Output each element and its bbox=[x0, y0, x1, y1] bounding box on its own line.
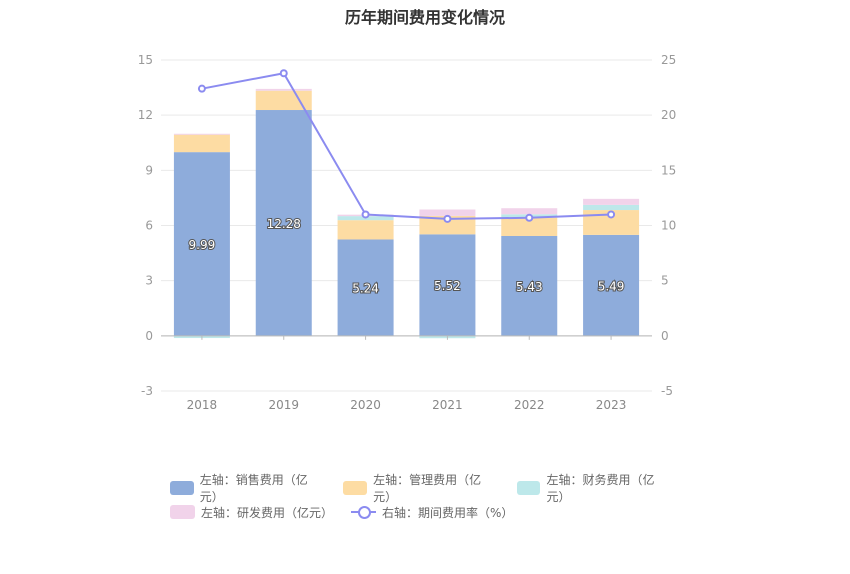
rate-point-2019 bbox=[279, 69, 288, 78]
data-label-2022: 5.43 bbox=[516, 280, 543, 294]
bar-2018-series-1 bbox=[173, 134, 230, 153]
x-tick-label-2021: 2021 bbox=[432, 398, 463, 412]
bar-2021-series-0 bbox=[419, 234, 476, 336]
data-label-2023: 5.49 bbox=[598, 279, 625, 293]
data-label-2018: 9.99 bbox=[189, 238, 216, 252]
right-tick-label: 10 bbox=[661, 219, 676, 233]
data-labels: 9.99 12.28 5.24 5.52 5.43 5.49 bbox=[188, 216, 626, 297]
legend-label-sales: 左轴：销售费用（亿元） bbox=[199, 473, 308, 504]
rate-line-series bbox=[197, 69, 616, 223]
right-tick-label: 15 bbox=[661, 163, 676, 177]
rate-point-2022 bbox=[525, 213, 534, 222]
legend-swatch-finance bbox=[516, 481, 541, 495]
x-tick-label-2022: 2022 bbox=[514, 398, 545, 412]
rate-point-2021 bbox=[443, 214, 452, 223]
bar-2021-series-1 bbox=[419, 215, 476, 235]
bar-series bbox=[173, 88, 640, 339]
data-label-2019: 12.28 bbox=[267, 217, 301, 231]
left-tick-label: 0 bbox=[145, 329, 153, 343]
rate-point-2018 bbox=[197, 84, 206, 93]
grid-lines bbox=[161, 59, 652, 392]
legend-label-finance: 左轴：财务费用（亿元） bbox=[546, 473, 655, 504]
right-tick-label: -5 bbox=[661, 384, 673, 398]
bar-2023-series-2 bbox=[583, 204, 640, 211]
bar-2018-series-3 bbox=[173, 133, 230, 135]
bar-2018-series-0 bbox=[173, 152, 230, 336]
legend-swatch-rd bbox=[170, 505, 195, 519]
bar-2023-series-0 bbox=[583, 234, 640, 336]
bar-2020-series-0 bbox=[337, 239, 394, 336]
chart-title: 历年期间费用变化情况 bbox=[344, 8, 505, 27]
right-tick-label: 5 bbox=[661, 274, 669, 288]
data-label-2021: 5.52 bbox=[434, 279, 461, 293]
left-tick-label: 3 bbox=[145, 274, 153, 288]
rate-line bbox=[201, 72, 612, 220]
left-tick-label: 6 bbox=[145, 219, 153, 233]
legend-swatch-admin bbox=[343, 481, 368, 495]
bar-2022-series-1 bbox=[501, 217, 558, 236]
legend-item-finance[interactable]: 左轴：财务费用（亿元） bbox=[516, 471, 672, 505]
legend-item-sales[interactable]: 左轴：销售费用（亿元） bbox=[170, 471, 325, 505]
data-label-2020: 5.24 bbox=[352, 282, 379, 296]
rate-point-2020 bbox=[361, 210, 370, 219]
bar-2023-series-3 bbox=[583, 198, 640, 205]
x-tick-label-2020: 2020 bbox=[350, 398, 381, 412]
legend-label-rate: 右轴：期间费用率（%） bbox=[382, 505, 514, 520]
left-tick-label: -3 bbox=[141, 384, 153, 398]
left-tick-label: 15 bbox=[138, 53, 153, 67]
legend-item-admin[interactable]: 左轴：管理费用（亿元） bbox=[343, 471, 498, 505]
legend: 左轴：销售费用（亿元） 左轴：管理费用（亿元） 左轴：财务费用（亿元） 左轴：研… bbox=[170, 473, 690, 524]
right-tick-label: 0 bbox=[661, 329, 669, 343]
legend-swatch-rate bbox=[351, 505, 377, 519]
bar-2020-series-1 bbox=[337, 220, 394, 240]
x-tick-label-2019: 2019 bbox=[268, 398, 299, 412]
x-tick-label-2018: 2018 bbox=[187, 398, 218, 412]
x-axis: 2018 2019 2020 2021 2022 2023 bbox=[161, 335, 652, 412]
bar-2021-series-3 bbox=[419, 209, 476, 216]
left-tick-label: 9 bbox=[145, 163, 153, 177]
bar-2019-series-0 bbox=[255, 110, 312, 336]
legend-swatch-sales bbox=[170, 481, 194, 495]
left-tick-label: 12 bbox=[138, 108, 153, 122]
legend-item-rd[interactable]: 左轴：研发费用（亿元） bbox=[170, 504, 333, 521]
right-tick-label: 20 bbox=[661, 108, 676, 122]
left-axis-ticks: 15 12 9 6 3 0 -3 bbox=[138, 53, 153, 398]
right-axis-ticks: 25 20 15 10 5 0 -5 bbox=[661, 53, 676, 398]
legend-label-rd: 左轴：研发费用（亿元） bbox=[201, 505, 334, 520]
legend-item-rate[interactable]: 右轴：期间费用率（%） bbox=[351, 504, 513, 521]
legend-label-admin: 左轴：管理费用（亿元） bbox=[373, 473, 482, 504]
bar-2022-series-3 bbox=[501, 208, 558, 215]
rate-point-2023 bbox=[607, 210, 616, 219]
bar-2022-series-0 bbox=[501, 235, 558, 336]
bar-2019-series-3 bbox=[255, 88, 312, 91]
x-tick-label-2023: 2023 bbox=[596, 398, 627, 412]
right-tick-label: 25 bbox=[661, 53, 676, 67]
